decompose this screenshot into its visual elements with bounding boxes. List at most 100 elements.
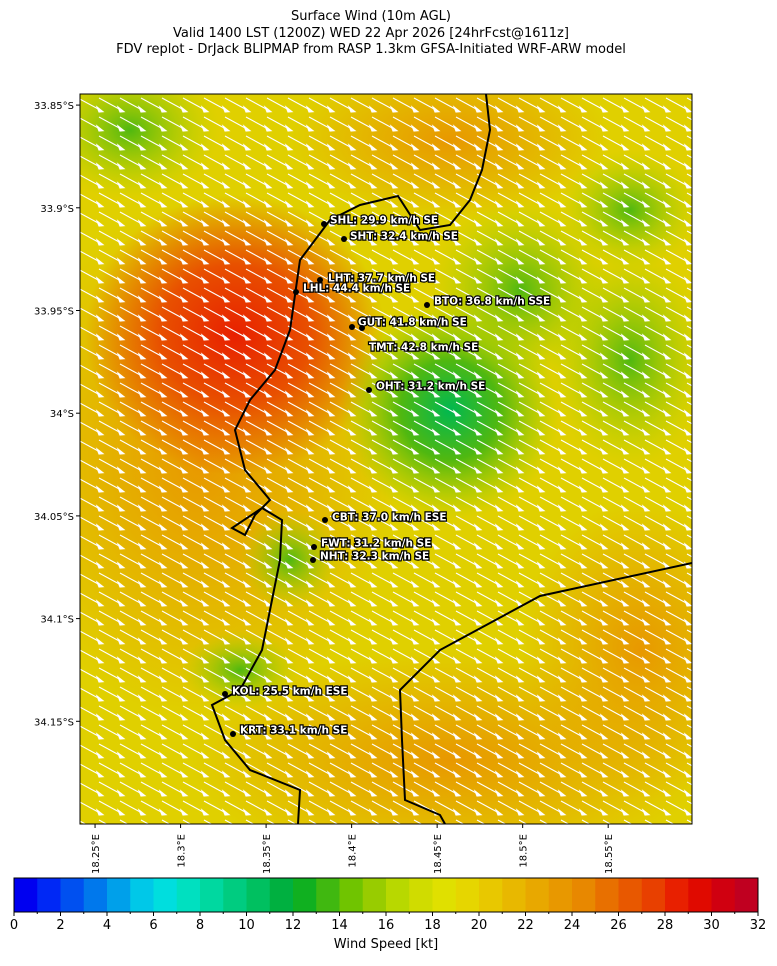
- wind-arrow-head: [494, 295, 504, 303]
- wind-arrow: [182, 401, 206, 415]
- wind-arrow-head: [158, 618, 168, 626]
- wind-arrow: [182, 97, 206, 111]
- wind-arrow: [539, 363, 563, 377]
- wind-arrow: [203, 819, 213, 824]
- station-dot: [222, 691, 228, 697]
- wind-arrow-head: [326, 675, 336, 683]
- wind-arrow-head: [389, 238, 399, 246]
- wind-arrow-head: [179, 143, 189, 151]
- wind-arrow-head: [599, 656, 609, 664]
- wind-arrow-head: [305, 808, 315, 816]
- wind-arrow-head: [515, 789, 525, 797]
- wind-arrow-head: [578, 542, 588, 550]
- wind-arrow: [413, 154, 437, 168]
- wind-arrow: [119, 230, 143, 244]
- wind-arrow-head: [158, 637, 168, 645]
- wind-arrow: [665, 306, 689, 320]
- wind-arrow: [350, 629, 374, 643]
- wind-arrow: [413, 686, 437, 700]
- colorbar-segment: [688, 878, 712, 912]
- wind-arrow: [497, 705, 521, 719]
- wind-arrow: [329, 724, 353, 738]
- wind-arrow-head: [221, 713, 231, 721]
- wind-arrow: [476, 553, 500, 567]
- wind-arrow-head: [494, 162, 504, 170]
- wind-arrow-head: [305, 428, 315, 436]
- wind-arrow: [182, 534, 206, 548]
- wind-arrow-head: [242, 333, 252, 341]
- wind-arrow: [623, 211, 647, 225]
- station-label: KOL: 25.5 km/h ESE: [232, 686, 348, 698]
- wind-arrow-head: [599, 808, 609, 816]
- wind-arrow: [434, 382, 458, 396]
- wind-arrow-head: [599, 447, 609, 455]
- wind-arrow-head: [284, 732, 294, 740]
- wind-arrow: [665, 667, 689, 681]
- wind-arrow: [644, 344, 668, 358]
- wind-arrow: [434, 268, 458, 282]
- wind-arrow: [203, 192, 227, 206]
- wind-arrow: [329, 667, 353, 681]
- wind-arrow: [665, 344, 689, 358]
- wind-arrow: [203, 572, 227, 586]
- wind-arrow-head: [473, 694, 483, 702]
- wind-arrow-head: [662, 238, 672, 246]
- wind-arrow-head: [578, 732, 588, 740]
- wind-arrow: [98, 819, 108, 824]
- wind-arrow: [140, 572, 164, 586]
- wind-arrow-head: [305, 656, 315, 664]
- wind-arrow: [287, 496, 311, 510]
- wind-arrow-head: [620, 580, 630, 588]
- wind-arrow-head: [179, 542, 189, 550]
- wind-arrow-head: [326, 694, 336, 702]
- wind-arrow-head: [662, 504, 672, 512]
- wind-arrow-head: [410, 466, 420, 474]
- wind-arrow-head: [536, 789, 546, 797]
- wind-arrow-head: [578, 656, 588, 664]
- wind-arrow: [455, 496, 479, 510]
- wind-arrow-head: [305, 333, 315, 341]
- wind-arrow-head: [284, 656, 294, 664]
- wind-arrow-head: [431, 257, 441, 265]
- wind-arrow-head: [578, 124, 588, 132]
- wind-arrow-head: [368, 181, 378, 189]
- wind-arrow: [434, 135, 458, 149]
- wind-arrow-head: [305, 257, 315, 265]
- wind-arrow: [161, 344, 185, 358]
- wind-arrow-head: [284, 105, 294, 113]
- wind-arrow-head: [494, 637, 504, 645]
- wind-arrow-head: [683, 675, 692, 683]
- wind-arrow: [665, 135, 689, 149]
- wind-arrow: [476, 686, 500, 700]
- wind-arrow: [80, 611, 101, 624]
- wind-arrow-head: [431, 162, 441, 170]
- wind-arrow-head: [200, 789, 210, 797]
- wind-arrow-head: [706, 734, 712, 739]
- wind-arrow: [203, 325, 227, 339]
- wind-arrow-head: [683, 314, 692, 322]
- wind-arrow-head: [97, 829, 103, 834]
- wind-arrow: [392, 401, 416, 415]
- wind-arrow-head: [326, 523, 336, 531]
- wind-arrow-head: [517, 829, 523, 834]
- wind-arrow-head: [473, 542, 483, 550]
- wind-arrow: [518, 135, 542, 149]
- wind-arrow: [80, 687, 101, 700]
- wind-arrow: [140, 705, 164, 719]
- wind-arrow-head: [578, 238, 588, 246]
- wind-arrow-head: [641, 200, 651, 208]
- colorbar-segment: [316, 878, 340, 912]
- wind-arrow-head: [683, 238, 692, 246]
- wind-arrow-head: [221, 561, 231, 569]
- wind-arrow: [161, 629, 185, 643]
- wind-arrow: [623, 249, 647, 263]
- wind-arrow: [98, 781, 122, 795]
- wind-arrow: [245, 325, 269, 339]
- wind-arrow-head: [620, 200, 630, 208]
- wind-arrow: [245, 363, 269, 377]
- wind-arrow: [665, 173, 689, 187]
- wind-arrow-head: [557, 694, 567, 702]
- wind-arrow-head: [410, 276, 420, 284]
- wind-arrow: [224, 287, 248, 301]
- wind-arrow-head: [305, 352, 315, 360]
